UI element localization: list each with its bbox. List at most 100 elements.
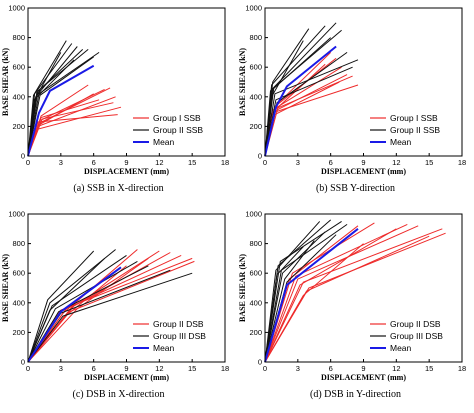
series-1-curve-0	[27, 250, 95, 363]
y-tick-label: 1000	[245, 210, 262, 219]
series-2-curve-0	[264, 228, 359, 363]
chart-panel-b: 0 3 6 9 12 15 18 0 200 400 600 800 1000 DISPLACEMENT …	[237, 0, 474, 206]
series-0-curve-3	[264, 223, 408, 363]
y-tick-label: 0	[258, 152, 262, 161]
legend-entry: Group III DSB	[153, 331, 206, 341]
legend-entry: Group II SSB	[390, 125, 440, 135]
series-1-curve-0	[264, 221, 321, 363]
y-tick-label: 200	[12, 328, 25, 337]
y-tick-label: 600	[12, 63, 25, 72]
y-tick-label: 200	[12, 122, 25, 131]
x-tick-label: 15	[425, 158, 433, 167]
x-tick-label: 9	[361, 364, 365, 373]
x-tick-label: 18	[221, 158, 229, 167]
series-0-curve-2	[27, 252, 171, 363]
chart-panel-c: 0 3 6 9 12 15 18 0 200 400 600 800 1000 DISPLACEMENT …	[0, 206, 237, 412]
y-tick-label: 200	[249, 328, 262, 337]
chart-caption-d: (d) DSB in Y-direction	[309, 389, 401, 400]
x-tick-label: 3	[296, 158, 300, 167]
x-tick-label: 15	[188, 364, 196, 373]
series-0-curve-8	[264, 243, 364, 363]
series-1-curve-4	[264, 59, 359, 157]
series-0-curve-1	[264, 228, 443, 363]
chart-caption-a: (a) SSB in X-direction	[73, 183, 164, 194]
y-tick-label: 0	[258, 358, 262, 367]
y-tick-label: 600	[249, 269, 262, 278]
series-1-curve-6	[264, 223, 348, 363]
chart-panel-d: 0 3 6 9 12 15 18 0 200 400 600 800 1000 DISPLACEMENT …	[237, 206, 474, 412]
x-axis-label: DISPLACEMENT (mm)	[84, 167, 169, 176]
legend-entry: Group II DSB	[153, 319, 204, 329]
legend-entry: Mean	[390, 343, 412, 353]
series-1-curve-2	[264, 28, 310, 157]
x-tick-label: 12	[392, 364, 400, 373]
y-tick-label: 800	[12, 33, 25, 42]
y-tick-label: 800	[12, 239, 25, 248]
x-tick-label: 6	[329, 158, 333, 167]
x-tick-label: 3	[296, 364, 300, 373]
legend-entry: Group I SSB	[390, 113, 438, 123]
chart-caption-c: (c) DSB in X-direction	[72, 389, 165, 400]
x-tick-label: 12	[392, 158, 400, 167]
x-tick-label: 0	[26, 158, 30, 167]
x-tick-label: 0	[263, 158, 267, 167]
series-0-curve-7	[27, 102, 114, 157]
y-tick-label: 1000	[8, 210, 25, 219]
y-tick-label: 600	[12, 269, 25, 278]
x-tick-label: 15	[188, 158, 196, 167]
legend-entry: Group II DSB	[390, 319, 441, 329]
legend-entry: Group I SSB	[153, 113, 201, 123]
y-tick-label: 0	[21, 358, 25, 367]
y-tick-label: 200	[249, 122, 262, 131]
series-2-curve-0	[264, 45, 337, 157]
y-tick-label: 800	[249, 33, 262, 42]
x-tick-label: 9	[124, 158, 128, 167]
x-tick-label: 9	[361, 158, 365, 167]
series-0-curve-0	[27, 106, 122, 157]
series-1-curve-5	[264, 66, 353, 157]
y-tick-label: 0	[21, 152, 25, 161]
chart-svg-a: 0 3 6 9 12 15 18 0 200 400 600 800 1000 DISPLACEMENT …	[1, 4, 229, 177]
chart-panel-a: 0 3 6 9 12 15 18 0 200 400 600 800 1000 DISPLACEMENT …	[0, 0, 237, 206]
x-tick-label: 18	[458, 158, 466, 167]
chart-svg-d: 0 3 6 9 12 15 18 0 200 400 600 800 1000 DISPLACEMENT …	[238, 210, 466, 383]
x-tick-label: 15	[425, 364, 433, 373]
series-1-curve-1	[27, 249, 116, 363]
y-axis-label: BASE SHEAR (kN)	[238, 254, 247, 322]
y-axis-label: BASE SHEAR (kN)	[1, 254, 10, 322]
x-tick-label: 9	[124, 364, 128, 373]
y-tick-label: 600	[249, 63, 262, 72]
legend-entry: Mean	[153, 343, 175, 353]
x-tick-label: 0	[263, 364, 267, 373]
x-tick-label: 6	[92, 364, 96, 373]
x-axis-label: DISPLACEMENT (mm)	[321, 373, 406, 382]
series-0-curve-2	[264, 225, 419, 363]
series-1-curve-3	[27, 260, 138, 363]
chart-caption-b: (b) SSB Y-direction	[315, 183, 396, 194]
y-tick-label: 1000	[8, 4, 25, 13]
legend-entry: Mean	[390, 137, 412, 147]
chart-svg-c: 0 3 6 9 12 15 18 0 200 400 600 800 1000 DISPLACEMENT …	[1, 210, 229, 383]
x-tick-label: 12	[155, 158, 163, 167]
series-2-curve-0	[27, 266, 122, 363]
y-tick-label: 400	[12, 298, 25, 307]
series-1-curve-4	[264, 240, 315, 363]
y-tick-label: 1000	[245, 4, 262, 13]
y-axis-label: BASE SHEAR (kN)	[1, 48, 10, 116]
legend-entry: Group II SSB	[153, 125, 203, 135]
series-1-curve-8	[27, 59, 75, 157]
y-tick-label: 400	[12, 92, 25, 101]
x-tick-label: 12	[155, 364, 163, 373]
x-tick-label: 18	[221, 364, 229, 373]
x-tick-label: 18	[458, 364, 466, 373]
series-1-curve-2	[264, 220, 342, 363]
series-0-curve-5	[27, 249, 138, 363]
x-tick-label: 3	[59, 364, 63, 373]
series-2-curve-0	[27, 64, 95, 157]
series-1-curve-7	[27, 258, 105, 363]
x-axis-label: DISPLACEMENT (mm)	[84, 373, 169, 382]
series-1-curve-7	[264, 37, 332, 157]
y-tick-label: 400	[249, 298, 262, 307]
y-axis-label: BASE SHEAR (kN)	[238, 48, 247, 116]
x-tick-label: 6	[329, 364, 333, 373]
